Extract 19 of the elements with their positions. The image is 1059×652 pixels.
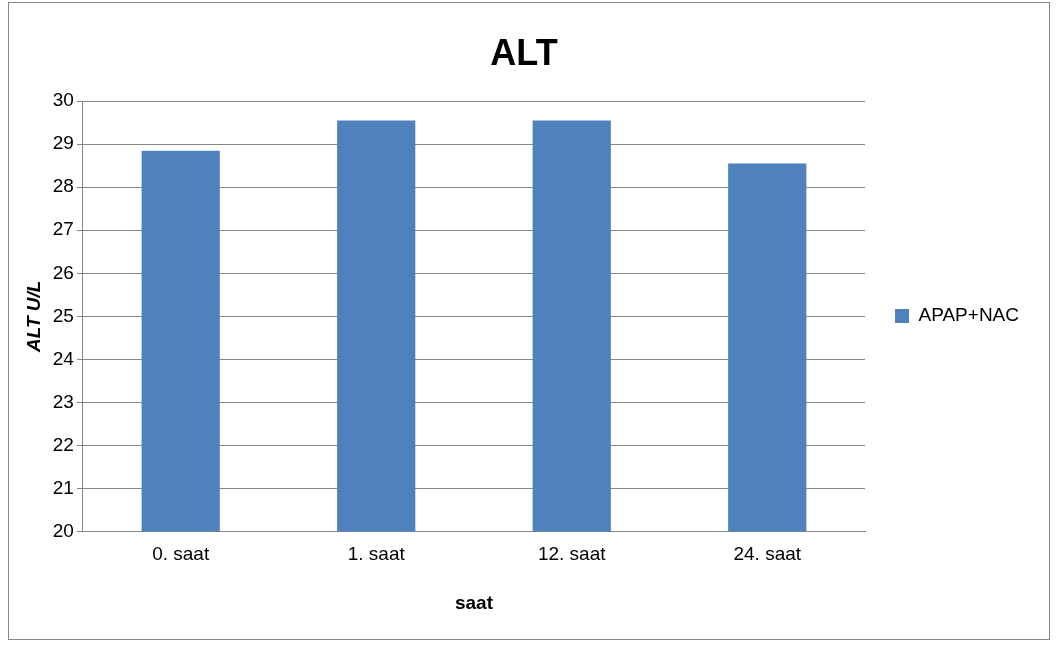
y-tick-label: 29 [52, 132, 74, 154]
y-tick-label: 24 [52, 347, 75, 369]
y-tick-label: 30 [52, 89, 74, 111]
chart-title: ALT [490, 31, 558, 73]
x-tick-label: 1. saat [347, 543, 406, 565]
legend-label: APAP+NAC [918, 304, 1020, 326]
x-tick-label: 12. saat [537, 543, 607, 565]
x-axis-title: saat [454, 591, 494, 613]
y-tick-label: 22 [52, 433, 74, 455]
y-tick-label: 25 [52, 304, 74, 326]
y-tick-label: 27 [52, 218, 74, 240]
y-tick-label: 28 [52, 175, 74, 197]
y-axis-title: ALT U/L [22, 280, 44, 354]
y-tick-label: 20 [52, 519, 74, 541]
x-tick-label: 24. saat [733, 543, 802, 565]
y-tick-label: 21 [52, 476, 74, 498]
x-tick-label: 0. saat [152, 543, 210, 565]
y-tick-label: 26 [52, 261, 74, 283]
y-tick-label: 23 [52, 390, 74, 412]
